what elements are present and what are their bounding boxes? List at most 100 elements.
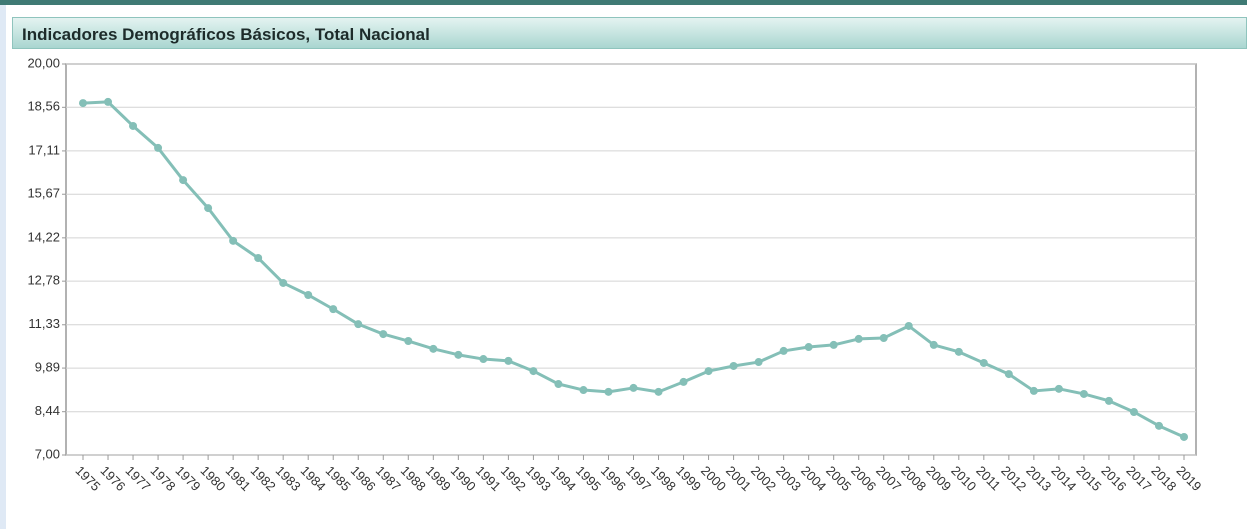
x-tick-label: 1981 xyxy=(223,463,254,494)
x-tick-label: 2019 xyxy=(1173,463,1204,494)
data-point xyxy=(729,361,738,370)
x-tick-label: 2016 xyxy=(1098,463,1129,494)
x-tick-label: 1997 xyxy=(623,463,654,494)
data-point xyxy=(104,97,113,106)
data-point xyxy=(1079,389,1088,398)
x-tick-label: 2011 xyxy=(973,463,1003,493)
data-point xyxy=(1154,421,1163,430)
data-point xyxy=(629,383,638,392)
data-point xyxy=(204,204,213,213)
x-tick-label: 1983 xyxy=(273,463,304,494)
x-tick-label: 1982 xyxy=(248,463,279,494)
data-point xyxy=(479,355,488,364)
data-point xyxy=(654,387,663,396)
data-point xyxy=(879,334,888,343)
y-tick-label: 15,67 xyxy=(27,186,60,201)
x-tick-label: 1989 xyxy=(423,463,454,494)
data-point xyxy=(779,346,788,355)
x-tick-label: 1977 xyxy=(122,463,153,494)
x-tick-label: 2012 xyxy=(998,463,1029,494)
data-point xyxy=(379,330,388,339)
data-point xyxy=(754,358,763,367)
y-tick-label: 9,89 xyxy=(35,360,60,375)
x-tick-label: 2017 xyxy=(1123,463,1154,494)
top-stripe xyxy=(0,0,1247,5)
y-tick-label: 11,33 xyxy=(28,316,60,331)
data-point xyxy=(929,340,938,349)
x-tick-label: 2014 xyxy=(1048,463,1079,494)
y-tick-label: 12,78 xyxy=(27,273,60,288)
data-point xyxy=(354,320,363,329)
data-point xyxy=(1004,370,1013,379)
x-tick-label: 1999 xyxy=(673,463,704,494)
x-tick-label: 1996 xyxy=(598,463,629,494)
data-point xyxy=(904,321,913,330)
data-point xyxy=(504,356,513,365)
x-tick-label: 1976 xyxy=(97,463,128,494)
data-point xyxy=(979,358,988,367)
data-point xyxy=(1180,432,1188,441)
y-tick-label: 14,22 xyxy=(27,229,60,244)
x-tick-label: 2006 xyxy=(848,463,879,494)
x-tick-label: 1978 xyxy=(148,463,179,494)
x-tick-label: 1990 xyxy=(448,463,479,494)
data-point xyxy=(529,367,538,376)
chart-title: Indicadores Demográficos Básicos, Total … xyxy=(22,25,430,44)
data-point xyxy=(1054,384,1063,393)
y-tick-label: 20,00 xyxy=(27,55,60,70)
x-tick-label: 1980 xyxy=(198,463,229,494)
x-tick-label: 2015 xyxy=(1073,463,1104,494)
data-point xyxy=(229,236,238,245)
x-tick-label: 1988 xyxy=(398,463,429,494)
x-tick-label: 1991 xyxy=(473,463,504,494)
x-tick-label: 2008 xyxy=(898,463,929,494)
x-tick-label: 1994 xyxy=(548,463,579,494)
x-tick-label: 1985 xyxy=(323,463,354,494)
data-point xyxy=(79,99,87,108)
x-tick-label: 1979 xyxy=(173,463,204,494)
data-point xyxy=(179,176,188,185)
title-bar: Indicadores Demográficos Básicos, Total … xyxy=(12,17,1247,49)
plot-frame xyxy=(65,63,1197,456)
data-point xyxy=(129,121,138,130)
x-tick-label: 2010 xyxy=(948,463,979,494)
data-point xyxy=(429,344,438,353)
y-tick-label: 8,44 xyxy=(35,403,60,418)
data-point xyxy=(704,367,713,376)
data-point xyxy=(604,387,613,396)
left-stripe xyxy=(0,5,6,529)
data-point xyxy=(804,343,813,352)
data-point xyxy=(579,386,588,395)
x-tick-label: 1975 xyxy=(72,463,103,494)
y-tick-label: 17,11 xyxy=(28,142,60,157)
x-tick-label: 1998 xyxy=(648,463,679,494)
x-tick-label: 2004 xyxy=(798,463,829,494)
x-tick-label: 1993 xyxy=(523,463,554,494)
x-tick-label: 2001 xyxy=(723,463,754,494)
y-tick-label: 18,56 xyxy=(27,99,60,114)
x-tick-label: 2000 xyxy=(698,463,729,494)
data-point xyxy=(154,143,163,152)
data-point xyxy=(954,347,963,356)
data-point xyxy=(279,278,288,287)
data-point xyxy=(454,350,463,359)
data-point xyxy=(254,253,263,262)
x-tick-label: 2005 xyxy=(823,463,854,494)
x-tick-label: 2002 xyxy=(748,463,779,494)
x-tick-label: 1992 xyxy=(498,463,529,494)
data-point xyxy=(304,290,313,299)
data-point xyxy=(404,337,413,346)
x-tick-label: 1995 xyxy=(573,463,604,494)
data-point xyxy=(329,305,338,314)
data-point xyxy=(554,380,563,389)
x-tick-label: 2018 xyxy=(1148,463,1179,494)
x-tick-label: 1987 xyxy=(373,463,404,494)
data-point xyxy=(679,377,688,386)
x-tick-label: 2003 xyxy=(773,463,804,494)
y-tick-label: 7,00 xyxy=(35,446,60,461)
x-tick-label: 2009 xyxy=(923,463,954,494)
data-point xyxy=(854,334,863,343)
x-tick-label: 2013 xyxy=(1023,463,1054,494)
